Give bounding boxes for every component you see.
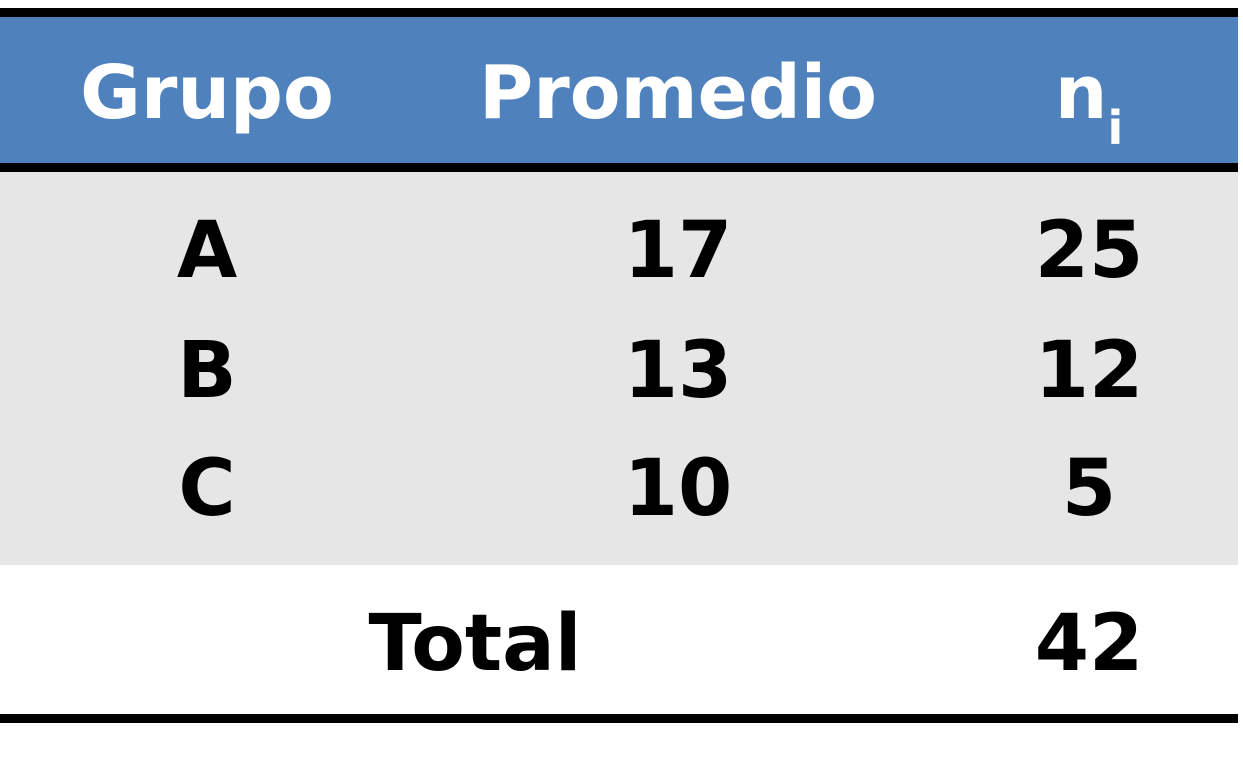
header-ni-subscript: i bbox=[1107, 101, 1124, 155]
header-ni-base: n bbox=[1054, 50, 1108, 136]
table-row-c-group: C bbox=[178, 444, 236, 534]
table-row-a-mean: 17 bbox=[623, 206, 733, 296]
total-value: 42 bbox=[1034, 599, 1144, 689]
table-row-b-n: 12 bbox=[1034, 326, 1144, 416]
table-row-c-mean: 10 bbox=[623, 444, 733, 534]
header-ni: ni bbox=[989, 56, 1189, 151]
total-label: Total bbox=[368, 599, 582, 689]
table-row-c-n: 5 bbox=[1061, 444, 1117, 534]
table-bottom-rule bbox=[0, 714, 1238, 723]
header-divider-rule bbox=[0, 163, 1238, 172]
header-promedio: Promedio bbox=[478, 50, 878, 136]
table-row-a-n: 25 bbox=[1034, 206, 1144, 296]
table-row-a-group: A bbox=[176, 206, 238, 296]
table-row-b-group: B bbox=[177, 326, 237, 416]
table-header-row bbox=[0, 17, 1238, 163]
table-body bbox=[0, 172, 1238, 565]
table-top-rule bbox=[0, 8, 1238, 17]
header-grupo: Grupo bbox=[80, 50, 334, 136]
table-row-b-mean: 13 bbox=[623, 326, 733, 416]
